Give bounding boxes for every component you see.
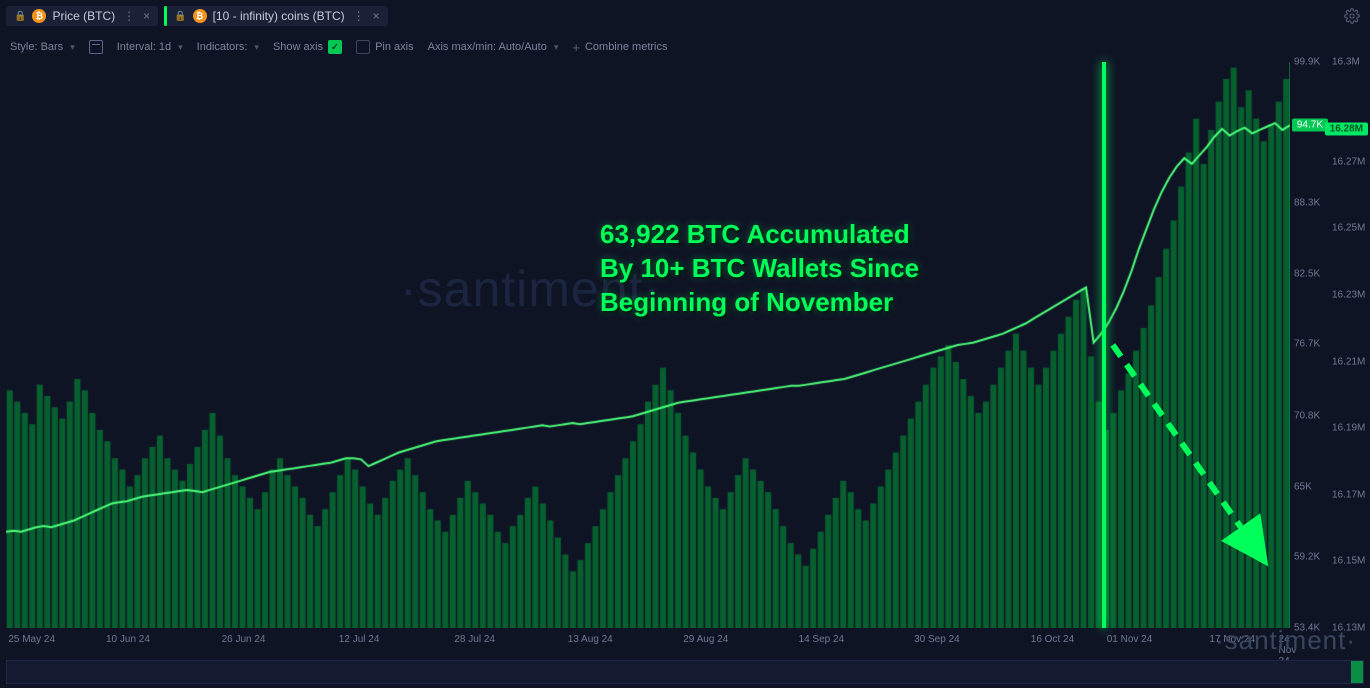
calendar-icon[interactable] — [89, 40, 103, 54]
y-right-tick: 16.25M — [1332, 223, 1365, 234]
tab-label: [10 - infinity) coins (BTC) — [213, 9, 345, 23]
y-left-tick: 59.2K — [1294, 552, 1320, 563]
indicators-selector[interactable]: Indicators: — [197, 41, 259, 53]
gear-icon[interactable] — [1344, 8, 1360, 24]
chart-area[interactable] — [6, 62, 1290, 628]
tab-price-btc[interactable]: 🔒 ₿ Price (BTC) ⋮ × — [6, 6, 158, 26]
style-selector[interactable]: Style: Bars — [10, 41, 75, 53]
tab-close-icon[interactable]: × — [143, 9, 150, 23]
y-right-tick: 16.15M — [1332, 556, 1365, 567]
y-left-tick: 88.3K — [1294, 198, 1320, 209]
lock-icon: 🔒 — [174, 11, 186, 22]
checkbox-on-icon[interactable]: ✓ — [328, 40, 342, 54]
x-tick: 01 Nov 24 — [1107, 634, 1153, 645]
x-tick: 14 Sep 24 — [799, 634, 845, 645]
tabs-bar: 🔒 ₿ Price (BTC) ⋮ × 🔒 ₿ [10 - infinity) … — [0, 0, 1370, 32]
tab-more-icon[interactable]: ⋮ — [351, 9, 367, 23]
chart-toolbar: Style: Bars Interval: 1d Indicators: Sho… — [0, 32, 1370, 62]
pin-axis-toggle[interactable]: Pin axis — [356, 40, 414, 54]
tab-infinity-coins[interactable]: 🔒 ₿ [10 - infinity) coins (BTC) ⋮ × — [166, 6, 388, 26]
y-left-tick: 99.9K — [1294, 57, 1320, 68]
y-right-tick: 16.23M — [1332, 290, 1365, 301]
tab-more-icon[interactable]: ⋮ — [121, 9, 137, 23]
price-tag-right: 16.28M — [1325, 122, 1368, 135]
lock-icon: 🔒 — [14, 11, 26, 22]
btc-icon: ₿ — [193, 9, 207, 23]
minimap-handle[interactable] — [1351, 661, 1363, 683]
x-tick: 12 Jul 24 — [339, 634, 380, 645]
y-left-tick: 76.7K — [1294, 339, 1320, 350]
x-tick: 29 Aug 24 — [683, 634, 728, 645]
x-axis: 25 May 24 10 Jun 24 26 Jun 24 12 Jul 24 28 J… — [6, 634, 1290, 654]
tab-label: Price (BTC) — [52, 9, 115, 23]
y-right-tick: 16.13M — [1332, 623, 1365, 634]
y-left-tick: 53.4K — [1294, 623, 1320, 634]
minimap[interactable] — [6, 660, 1364, 684]
x-tick: 30 Sep 24 — [914, 634, 960, 645]
axis-minmax-selector[interactable]: Axis max/min: Auto/Auto — [428, 41, 559, 53]
x-tick: 26 Jun 24 — [222, 634, 266, 645]
x-tick: 17 Nov 24 — [1209, 634, 1255, 645]
x-tick: 16 Oct 24 — [1031, 634, 1074, 645]
price-tag-left: 94.7K — [1292, 119, 1328, 132]
x-tick: 28 Jul 24 — [454, 634, 495, 645]
y-axis: 99.9K94.7K88.3K82.5K76.7K70.8K65K59.2K53… — [1290, 62, 1370, 628]
x-tick: 25 May 24 — [8, 634, 55, 645]
btc-icon: ₿ — [32, 9, 46, 23]
y-right-tick: 16.17M — [1332, 489, 1365, 500]
y-right-tick: 16.19M — [1332, 423, 1365, 434]
y-left-tick: 65K — [1294, 481, 1312, 492]
x-tick: 10 Jun 24 — [106, 634, 150, 645]
tab-close-icon[interactable]: × — [373, 9, 380, 23]
y-left-tick: 82.5K — [1294, 268, 1320, 279]
y-left-tick: 70.8K — [1294, 411, 1320, 422]
y-right-tick: 16.21M — [1332, 356, 1365, 367]
checkbox-off-icon[interactable] — [356, 40, 370, 54]
y-right-tick: 16.27M — [1332, 156, 1365, 167]
chart-canvas[interactable] — [6, 62, 1290, 628]
vertical-marker — [1102, 62, 1106, 628]
x-tick: 13 Aug 24 — [568, 634, 613, 645]
interval-selector[interactable]: Interval: 1d — [117, 41, 183, 53]
combine-metrics-button[interactable]: +Combine metrics — [572, 40, 667, 55]
show-axis-toggle[interactable]: Show axis ✓ — [273, 40, 342, 54]
y-right-tick: 16.3M — [1332, 57, 1360, 68]
